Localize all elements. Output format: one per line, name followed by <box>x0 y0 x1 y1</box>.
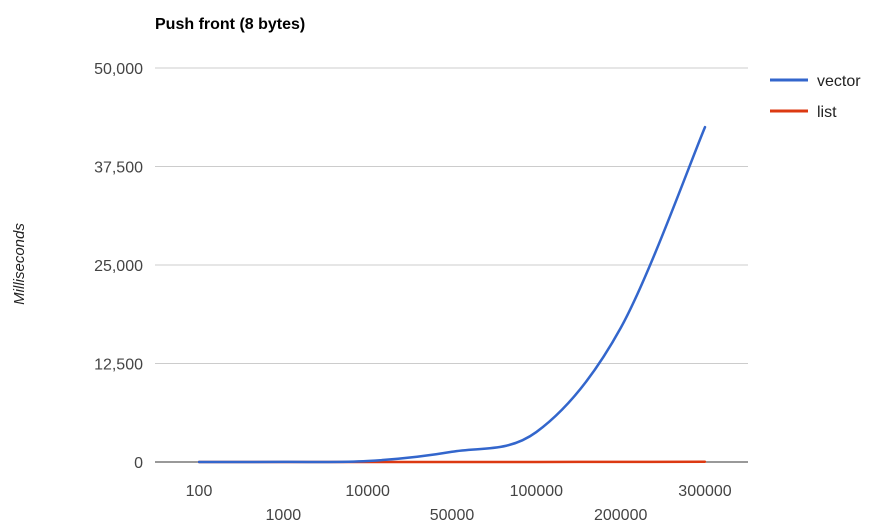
x-tick-label: 100000 <box>510 483 563 500</box>
x-tick-label: 300000 <box>678 483 731 500</box>
legend: vector list <box>770 73 861 121</box>
x-tick-label: 50000 <box>430 507 475 522</box>
series-lines <box>199 127 705 462</box>
x-tick-label: 10000 <box>345 483 390 500</box>
y-tick-label: 12,500 <box>94 357 143 374</box>
chart-title: Push front (8 bytes) <box>155 16 305 33</box>
x-tick-label: 100 <box>186 483 213 500</box>
x-tick-label: 200000 <box>594 507 647 522</box>
y-tick-label: 37,500 <box>94 160 143 177</box>
legend-label-vector: vector <box>817 73 861 90</box>
series-line-vector <box>199 127 705 462</box>
legend-label-list: list <box>817 104 837 121</box>
y-axis-ticks: 0 12,500 25,000 37,500 50,000 <box>94 61 143 472</box>
x-axis-ticks: 100 1000 10000 50000 100000 200000 300000 <box>186 483 732 522</box>
y-tick-label: 25,000 <box>94 258 143 275</box>
y-axis-label: Milliseconds <box>11 223 28 305</box>
gridlines <box>155 68 748 462</box>
x-tick-label: 1000 <box>266 507 302 522</box>
y-tick-label: 50,000 <box>94 61 143 78</box>
y-tick-label: 0 <box>134 455 143 472</box>
